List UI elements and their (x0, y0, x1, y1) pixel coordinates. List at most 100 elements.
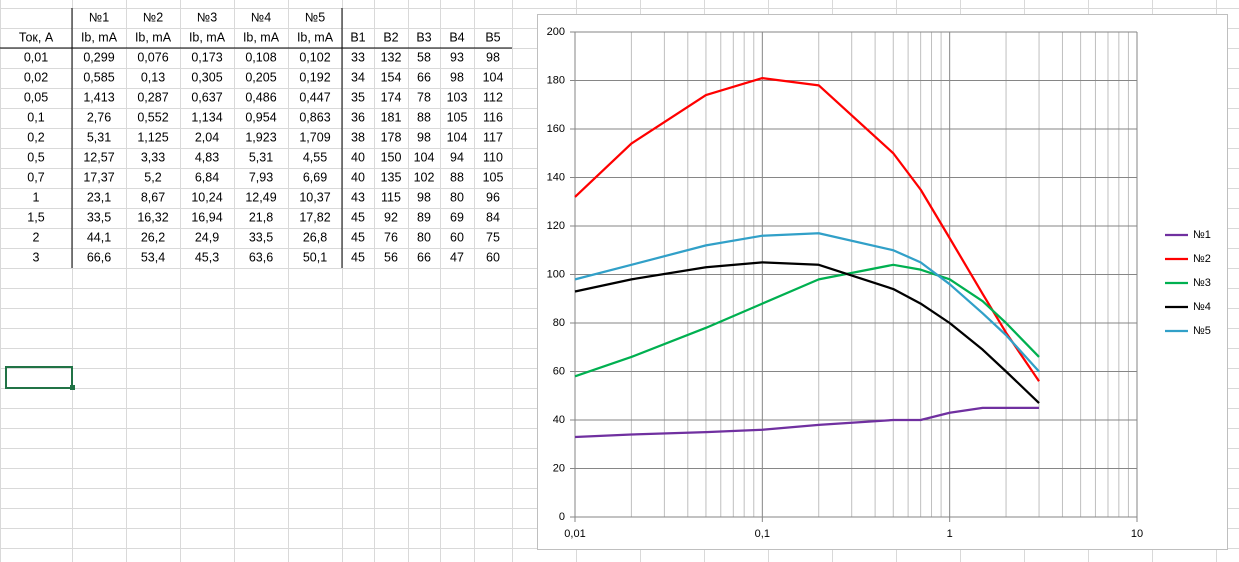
cell: 112 (483, 90, 503, 104)
cell: 0,01 (24, 50, 48, 64)
x-tick-label: 1 (947, 528, 953, 540)
cell: 88 (417, 110, 431, 124)
y-tick-label: 40 (553, 414, 565, 426)
cell: 1,134 (191, 110, 222, 124)
cell: 0,205 (245, 70, 276, 84)
cell: 23,1 (87, 190, 111, 204)
column-header: Ib, mA (297, 30, 334, 44)
cell: 80 (450, 190, 464, 204)
column-header: Ib, mA (81, 30, 118, 44)
cell: 44,1 (87, 230, 111, 244)
cell: 63,6 (249, 250, 273, 264)
cell: 110 (483, 150, 503, 164)
cell: 0,02 (24, 70, 48, 84)
column-group-header: №2 (143, 10, 163, 24)
selected-cell[interactable] (5, 366, 73, 389)
column-group-header: №5 (305, 10, 325, 24)
cell: 1 (33, 190, 40, 204)
cell: 0,305 (191, 70, 222, 84)
column-header: Ток, А (19, 30, 54, 44)
cell: 0,173 (191, 50, 222, 64)
cell: 89 (417, 210, 431, 224)
cell: 117 (483, 130, 503, 144)
cell: 150 (381, 150, 402, 164)
cell: 0,299 (83, 50, 114, 64)
column-header: Ib, mA (189, 30, 226, 44)
series-line (574, 263, 1040, 378)
cell: 35 (351, 90, 365, 104)
cell: 56 (384, 250, 398, 264)
column-header: B3 (416, 30, 431, 44)
fill-handle[interactable] (70, 385, 75, 390)
cell: 33 (351, 50, 365, 64)
cell: 0,5 (27, 150, 44, 164)
cell: 1,5 (27, 210, 44, 224)
cell: 1,923 (245, 130, 276, 144)
y-tick-label: 180 (547, 74, 565, 86)
cell: 1,125 (137, 130, 168, 144)
cell: 88 (450, 170, 464, 184)
y-tick-label: 140 (547, 171, 565, 183)
y-tick-label: 20 (553, 462, 565, 474)
legend-label: №3 (1193, 277, 1211, 289)
cell: 0,1 (27, 110, 44, 124)
chart-area[interactable] (537, 14, 1228, 550)
cell: 104 (414, 150, 435, 164)
cell: 0,287 (137, 90, 168, 104)
x-tick-label: 0,1 (755, 528, 770, 540)
cell: 80 (417, 230, 431, 244)
series-line (574, 76, 1040, 382)
cell: 58 (417, 50, 431, 64)
cell: 4,55 (303, 150, 327, 164)
cell: 2,04 (195, 130, 219, 144)
cell: 75 (486, 230, 500, 244)
cell: 104 (483, 70, 504, 84)
column-header: Ib, mA (243, 30, 280, 44)
legend-label: №1 (1193, 229, 1211, 241)
cell: 103 (447, 90, 468, 104)
cell: 26,8 (303, 230, 327, 244)
cell: 43 (351, 190, 365, 204)
cell: 98 (417, 130, 431, 144)
cell: 17,82 (299, 210, 330, 224)
cell: 154 (381, 70, 402, 84)
y-tick-label: 160 (547, 123, 565, 135)
cell: 116 (483, 110, 503, 124)
cell: 5,2 (144, 170, 161, 184)
cell: 1,413 (83, 90, 114, 104)
cell: 181 (381, 110, 402, 124)
cell: 0,486 (245, 90, 276, 104)
cell: 0,108 (245, 50, 276, 64)
cell: 16,32 (137, 210, 168, 224)
cell: 2,76 (87, 110, 111, 124)
cell: 178 (381, 130, 402, 144)
cell: 135 (381, 170, 402, 184)
cell: 1,709 (299, 130, 330, 144)
cell: 78 (417, 90, 431, 104)
cell: 98 (486, 50, 500, 64)
cell: 102 (414, 170, 435, 184)
y-tick-label: 200 (547, 26, 565, 38)
cell: 12,57 (83, 150, 114, 164)
cell: 105 (483, 170, 504, 184)
cell: 66 (417, 70, 431, 84)
cell: 45 (351, 210, 365, 224)
column-header: Ib, mA (135, 30, 172, 44)
column-header: B2 (383, 30, 398, 44)
x-tick-label: 10 (1131, 528, 1143, 540)
cell: 45,3 (195, 250, 219, 264)
cell: 0,954 (245, 110, 276, 124)
cell: 3 (33, 250, 40, 264)
y-tick-label: 100 (547, 268, 565, 280)
cell: 60 (486, 250, 500, 264)
cell: 40 (351, 170, 365, 184)
cell: 33,5 (87, 210, 111, 224)
cell: 0,447 (299, 90, 330, 104)
cell: 105 (447, 110, 468, 124)
cell: 7,93 (249, 170, 273, 184)
series-line (574, 232, 1040, 373)
cell: 24,9 (195, 230, 219, 244)
legend-label: №5 (1193, 325, 1211, 337)
cell: 132 (381, 50, 402, 64)
